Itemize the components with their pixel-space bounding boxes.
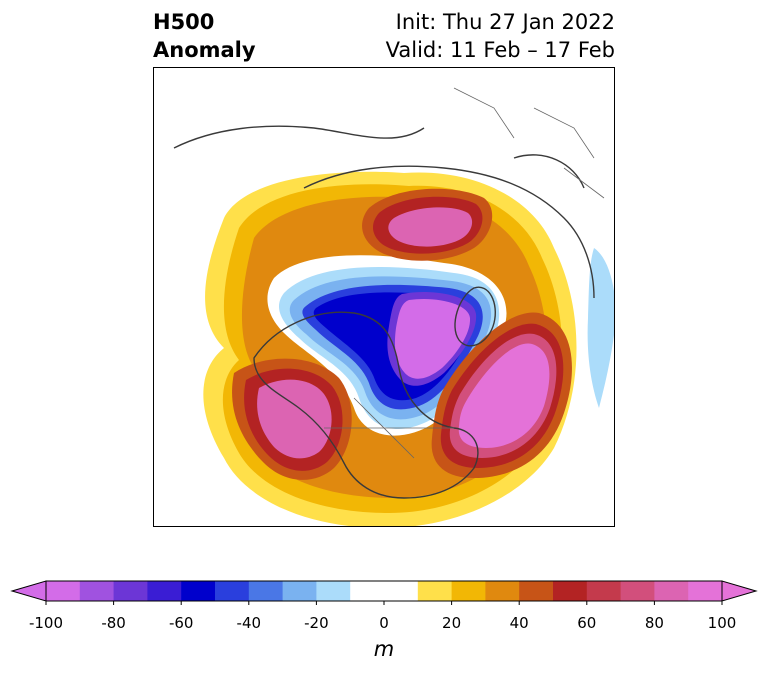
anomaly-map <box>154 87 614 526</box>
colorbar <box>10 580 758 605</box>
colorbar-tick-label: 100 <box>707 614 737 632</box>
colorbar-bin <box>485 581 520 601</box>
colorbar-ticks <box>45 601 723 605</box>
colorbar-bin <box>282 581 317 601</box>
colorbar-bin <box>181 581 216 601</box>
colorbar-extend-min <box>10 580 47 602</box>
colorbar-tick-label: 40 <box>509 614 529 632</box>
colorbar-tick-label: -60 <box>168 614 194 632</box>
colorbar-bin <box>46 581 81 601</box>
colorbar-tick-label: -40 <box>236 614 262 632</box>
colorbar-bin <box>451 581 486 601</box>
neutral-left-strip <box>154 273 166 323</box>
colorbar-tick-label: -80 <box>101 614 126 632</box>
positive-anomaly-pacific-core <box>257 379 332 459</box>
colorbar-bins <box>46 581 723 601</box>
colorbar-bin <box>688 581 723 601</box>
colorbar-tick-label: 20 <box>442 614 462 632</box>
coastlines <box>173 125 595 499</box>
colorbar-unit-label: m <box>373 637 395 661</box>
init-date: Init: Thu 27 Jan 2022 <box>395 10 615 34</box>
political-borders <box>324 87 605 459</box>
map-title: H500 Anomaly <box>153 8 256 64</box>
valid-range: Valid: 11 Feb – 17 Feb <box>385 38 615 62</box>
map-dates: Init: Thu 27 Jan 2022 Valid: 11 Feb – 17… <box>386 8 615 64</box>
colorbar-tick-label: 60 <box>577 614 597 632</box>
colorbar-bin <box>384 581 419 601</box>
colorbar-tick-label: 0 <box>379 614 389 632</box>
title-variable: H500 <box>153 10 215 34</box>
colorbar-tick-label: 80 <box>644 614 664 632</box>
colorbar-extend-max <box>721 580 758 602</box>
colorbar-bin <box>113 581 148 601</box>
colorbar-bin <box>350 581 385 601</box>
colorbar-tick-label: -20 <box>304 614 329 632</box>
colorbar-bin <box>654 581 689 601</box>
colorbar-bin <box>620 581 655 601</box>
positive-anomaly-siberia-core <box>388 207 473 247</box>
colorbar-bin <box>79 581 115 601</box>
colorbar-bin <box>316 581 351 601</box>
colorbar-bin <box>553 581 588 601</box>
positive-anomaly-atlantic-core <box>458 343 550 448</box>
colorbar-tick-label: -100 <box>28 614 64 632</box>
colorbar-bin <box>586 581 622 601</box>
colorbar-bin <box>417 581 453 601</box>
negative-anomaly-core <box>394 298 471 379</box>
colorbar-bin <box>248 581 284 601</box>
colorbar-bin <box>215 581 250 601</box>
map-panel <box>153 67 615 527</box>
title-field: Anomaly <box>153 38 256 62</box>
colorbar-bin <box>147 581 182 601</box>
colorbar-bin <box>519 581 554 601</box>
